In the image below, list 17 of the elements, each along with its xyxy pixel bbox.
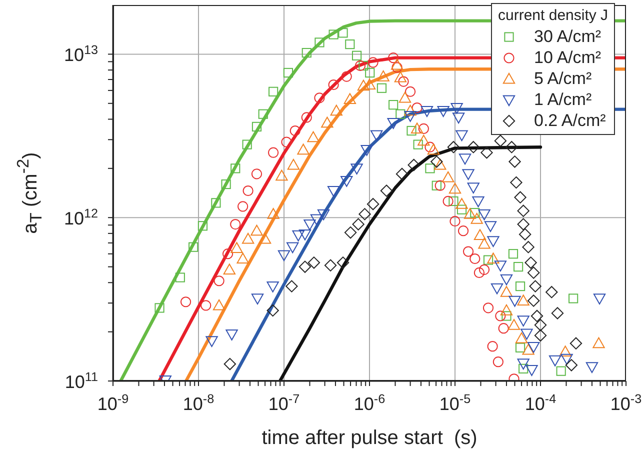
legend-title: current density J (498, 6, 608, 26)
legend-label: 1 A/cm² (534, 89, 592, 110)
y-tick-label: 10$^{12}$ (64, 206, 98, 229)
x-tick-label: 10$^{-3}$ (610, 392, 642, 414)
x-axis-title: time after pulse start (s) (260, 427, 478, 450)
x-tick-label: 10$^{-5}$ (439, 392, 471, 414)
y-tick-label: 10$^{11}$ (64, 370, 98, 392)
x-tick-label: 10$^{-8}$ (182, 392, 214, 414)
x-tick-label: 10$^{-6}$ (354, 392, 386, 414)
legend-label: 0.2 A/cm² (534, 110, 606, 131)
legend-label: 10 A/cm² (534, 47, 602, 68)
legend-label: 5 A/cm² (534, 68, 592, 89)
x-tick-label: 10$^{-4}$ (524, 392, 556, 414)
x-tick-label: 10$^{-9}$ (97, 392, 129, 414)
y-tick-label: 10$^{13}$ (64, 43, 98, 66)
x-tick-label: 10$^{-7}$ (268, 392, 300, 414)
legend-label: 30 A/cm² (534, 26, 602, 47)
